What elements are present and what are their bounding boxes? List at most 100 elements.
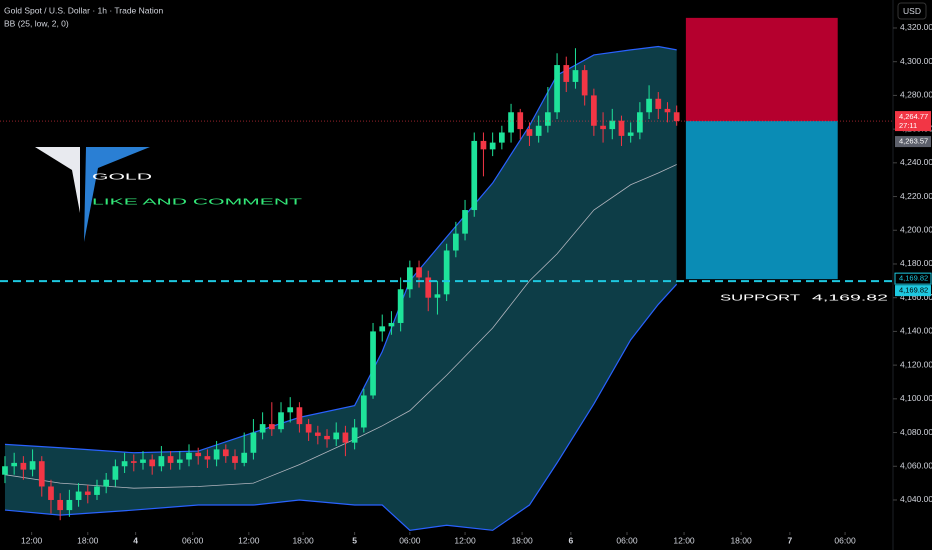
x-tick-label: 12:00: [238, 535, 260, 545]
currency[interactable]: USD: [903, 6, 921, 16]
support-tag: [894, 272, 932, 285]
candle-body: [545, 112, 551, 126]
support-tag-label: 4,169.82: [899, 274, 928, 283]
candle-body: [121, 461, 128, 467]
candle-body: [29, 461, 36, 470]
candle-body: [618, 120, 625, 136]
y-tick-label: 4,180.00: [900, 258, 932, 268]
candle-body: [434, 294, 441, 298]
candle-body: [20, 462, 27, 470]
candle-body: [259, 424, 266, 433]
candle-body: [342, 432, 349, 443]
candle-body: [406, 267, 413, 290]
y-tick-label: 4,200.00: [900, 225, 932, 235]
candle-body: [554, 65, 560, 113]
y-tick-label: 4,300.00: [900, 56, 932, 66]
candle-body: [333, 432, 340, 440]
candle-body: [296, 407, 303, 425]
candle-body: [268, 424, 275, 430]
price-tag-label: 4,264.77: [899, 112, 928, 121]
x-tick-label: 06:00: [616, 535, 638, 545]
candle-body: [57, 499, 64, 511]
candle-body: [600, 125, 606, 130]
x-tick-label: 12:00: [454, 535, 476, 545]
candle-body: [673, 112, 680, 122]
stop-zone: [685, 17, 838, 122]
candle-body: [627, 132, 634, 136]
candle-body: [241, 452, 248, 463]
candle-body: [305, 424, 312, 433]
currency-box[interactable]: [897, 2, 927, 20]
candle-body: [397, 289, 404, 323]
candle-body: [581, 70, 588, 96]
y-tick-label: 4,100.00: [900, 393, 932, 403]
x-tick-label: 12:00: [673, 535, 695, 545]
candle-body: [360, 395, 367, 428]
y-tick-label: 4,320.00: [900, 22, 932, 32]
candle-body: [204, 456, 211, 460]
candle-body: [186, 452, 192, 460]
y-tick-label: 4,060.00: [900, 461, 932, 471]
candle-body: [278, 412, 284, 430]
candle-body: [517, 112, 524, 130]
x-tick-label: 18:00: [77, 535, 99, 545]
candle-body: [250, 432, 257, 453]
candle-body: [379, 326, 386, 332]
headline: GOLD: [92, 171, 152, 181]
candle-body: [195, 452, 202, 457]
candle-body: [140, 459, 146, 463]
y-tick-label: 4,220.00: [900, 191, 932, 201]
candle-body: [480, 140, 487, 150]
logo: [35, 147, 150, 242]
x-tick-label: 06:00: [399, 535, 421, 545]
band-fill: [4, 46, 677, 531]
x-tick-label: 12:00: [21, 535, 43, 545]
candle-body: [75, 491, 82, 500]
candle-body: [94, 486, 100, 495]
candle-body: [112, 466, 119, 480]
candle-body: [287, 407, 294, 413]
bid-tag: [895, 136, 931, 148]
candle-body: [646, 98, 652, 113]
candle-body: [425, 277, 432, 298]
candle-body: [167, 456, 174, 463]
candle-body: [213, 449, 220, 460]
candle-body: [176, 459, 183, 463]
candle-body: [572, 70, 579, 82]
candle-body: [2, 466, 8, 475]
x-tick-label: 18:00: [292, 535, 314, 545]
y-tick-label: 4,240.00: [900, 157, 932, 167]
band-lower: [4, 283, 678, 531]
bid-tag-label: 4,263.57: [899, 137, 928, 146]
candle-body: [232, 456, 238, 463]
candle-body: [664, 108, 671, 113]
y-tick-label: 4,080.00: [900, 427, 932, 437]
candle-body: [462, 210, 468, 234]
candle-body: [591, 95, 597, 126]
target-zone: [685, 121, 838, 280]
candle-body: [637, 112, 643, 133]
candle-body: [535, 125, 542, 136]
candle-body: [130, 461, 137, 463]
y-tick-label: 4,160.00: [900, 292, 932, 302]
x-tick-label: 7: [787, 535, 792, 545]
candle-body: [103, 479, 110, 487]
support-text: SUPPORT: [720, 292, 800, 302]
support-tag-filled: [895, 285, 931, 297]
support-tag-filled-label: 4,169.82: [899, 286, 928, 295]
candle-body: [149, 459, 156, 467]
candle-body: [38, 461, 45, 487]
candle-body: [508, 112, 514, 133]
candle-body: [609, 120, 616, 130]
candle-body: [443, 250, 450, 295]
candle-body: [324, 435, 330, 440]
call-to-action: LIKE AND COMMENT: [92, 196, 302, 206]
x-tick-label: 18:00: [511, 535, 533, 545]
logo-right: [84, 147, 150, 242]
candle-body: [563, 65, 570, 82]
candle-body: [416, 267, 422, 278]
candle-body: [158, 456, 165, 467]
candle-body: [452, 233, 459, 251]
indicator-label: BB (25, low, 2, 0): [4, 18, 69, 28]
